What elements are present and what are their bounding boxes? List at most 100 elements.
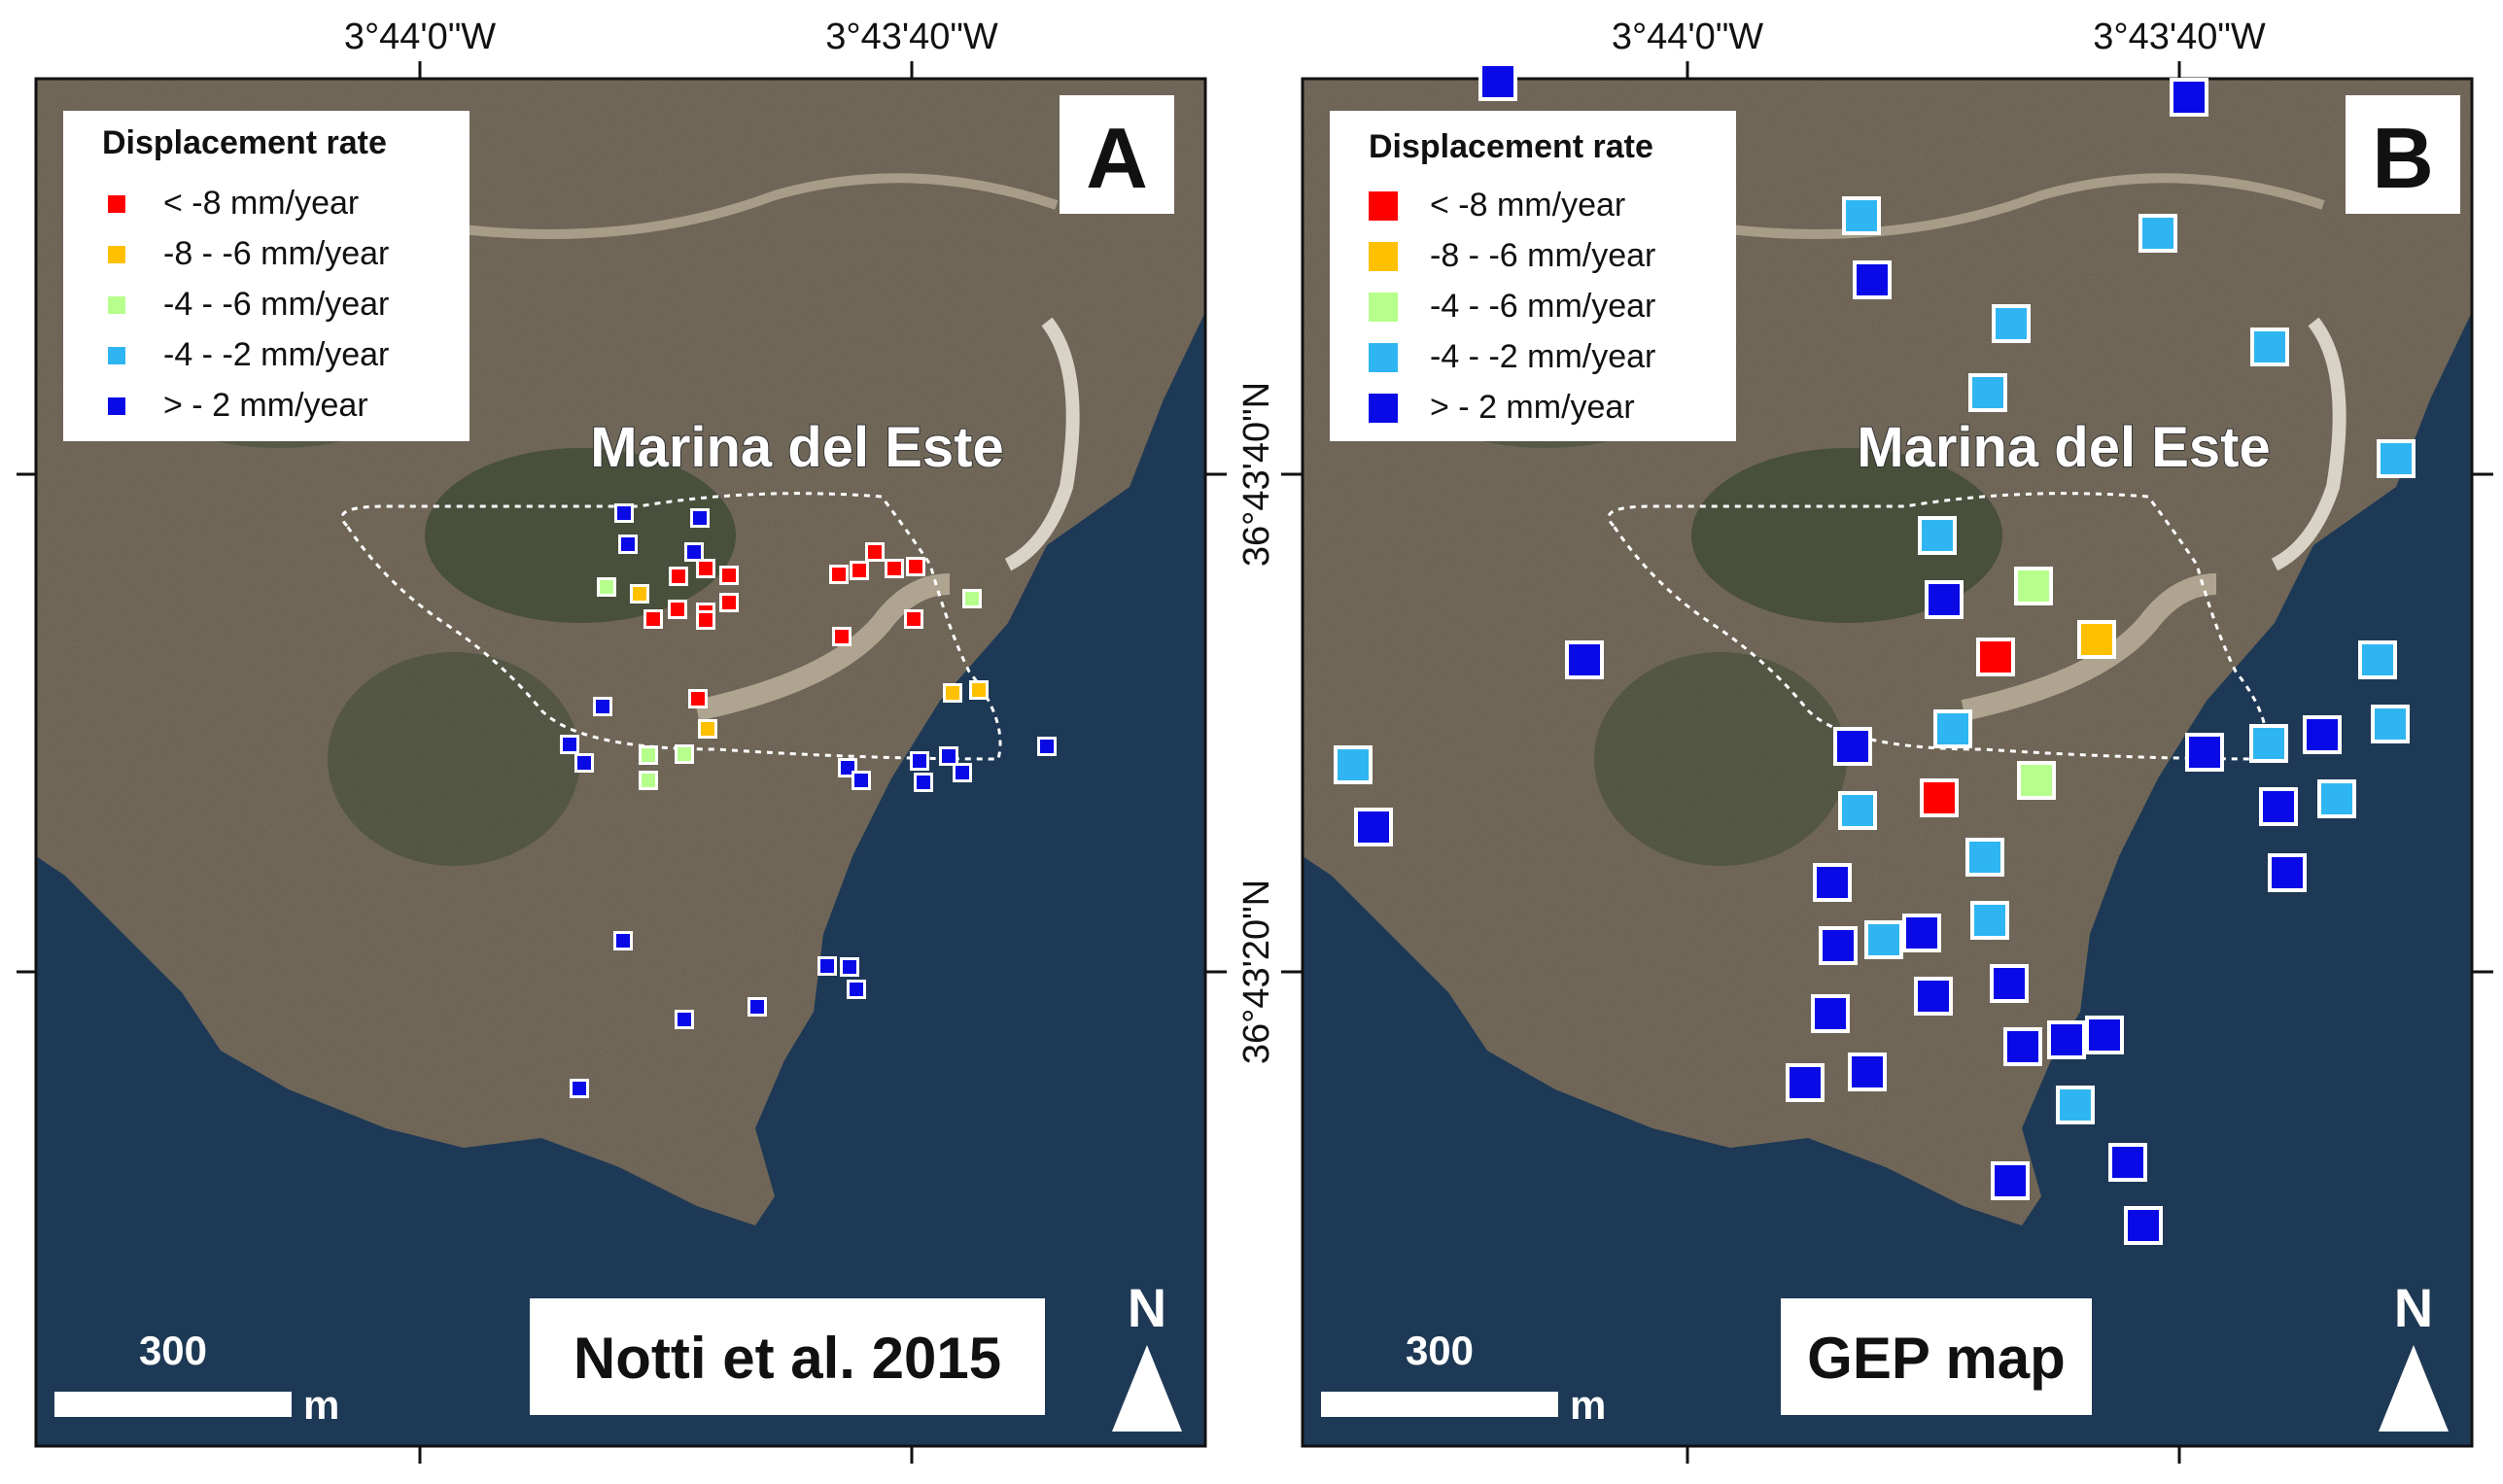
lon-label-left-b: 3°44'0"W (1612, 17, 1763, 57)
measurement-point-blue (817, 956, 837, 976)
measurement-point-blue (953, 763, 972, 782)
source-label-box-a (530, 1298, 1045, 1415)
measurement-point-blue (2085, 1016, 2124, 1054)
measurement-point-blue (1565, 640, 1604, 679)
measurement-point-blue (2259, 787, 2298, 826)
measurement-point-blue (939, 746, 958, 766)
place-label-a: Marina del Este (590, 416, 1003, 479)
source-label-box-b (1781, 1298, 2092, 1415)
measurement-point-lightblue (1992, 304, 2031, 343)
measurement-point-red (668, 600, 687, 619)
measurement-point-blue (2124, 1206, 2163, 1245)
north-arrow-icon-b (2379, 1345, 2449, 1432)
source-label-a: Notti et al. 2015 (574, 1326, 1001, 1391)
measurement-point-lightblue (2317, 779, 2356, 818)
measurement-point-blue (914, 773, 933, 792)
legend-swatch-red (108, 195, 125, 213)
measurement-point-blue (1811, 994, 1850, 1033)
legend-label: -4 - -6 mm/year (1430, 288, 1655, 325)
measurement-point-lightgreen (962, 589, 982, 608)
scale-bar-a: 300 m (54, 1328, 339, 1428)
legend-row-1: < -8 mm/year (1369, 187, 1625, 224)
measurement-point-blue (2170, 78, 2208, 117)
measurement-point-lightblue (1968, 373, 2007, 412)
measurement-point-red (719, 593, 739, 612)
scale-bar-rect-b (1321, 1392, 1558, 1417)
panel-letter-a: A (1086, 110, 1148, 206)
legend-label: -4 - -2 mm/year (1430, 338, 1655, 375)
legend-row-2: -8 - -6 mm/year (108, 235, 389, 272)
measurement-point-blue (2268, 853, 2307, 892)
panel-letter-box-a (1060, 95, 1174, 214)
measurement-point-red (1920, 778, 1959, 817)
measurement-point-orange (2077, 620, 2116, 659)
measurement-point-blue (1813, 863, 1852, 902)
legend-swatch-lightblue (108, 347, 125, 364)
measurement-point-blue (614, 503, 634, 523)
north-label-a: N (1128, 1277, 1166, 1338)
measurement-point-blue (1991, 1161, 2030, 1200)
legend-swatch-blue (1369, 394, 1398, 423)
map-panel-a: Marina del Este Displacement rate < -8 m… (34, 77, 1207, 1448)
legend-row-5: > - 2 mm/year (1369, 389, 1635, 426)
measurement-point-blue (2003, 1027, 2042, 1066)
legend-title-a: Displacement rate (102, 124, 387, 161)
measurement-point-blue (690, 508, 710, 528)
measurement-point-lightblue (1970, 901, 2009, 940)
measurement-point-blue (2047, 1020, 2086, 1059)
measurement-point-blue (2185, 733, 2224, 772)
measurement-point-red (832, 627, 852, 646)
measurement-point-lightblue (2358, 640, 2397, 679)
measurement-point-lightblue (1864, 920, 1903, 959)
legend-a: Displacement rate < -8 mm/year -8 - -6 mm… (63, 111, 469, 441)
measurement-point-lightblue (2377, 439, 2416, 478)
measurement-point-lightblue (1965, 838, 2004, 877)
measurement-point-red (688, 689, 708, 708)
measurement-point-lightblue (1933, 709, 1972, 748)
measurement-point-red (829, 565, 849, 584)
markers-b (1334, 62, 2416, 1245)
legend-label: > - 2 mm/year (1430, 389, 1635, 426)
measurement-point-red (850, 561, 869, 580)
lon-label-right-a: 3°43'40"W (825, 17, 998, 57)
legend-swatch-blue (108, 397, 125, 415)
measurement-point-red (696, 559, 715, 578)
north-arrow-icon-a (1112, 1345, 1182, 1432)
measurement-point-red (904, 609, 923, 629)
measurement-point-red (865, 542, 885, 562)
legend-row-4: -4 - -2 mm/year (1369, 338, 1655, 375)
legend-swatch-orange (108, 246, 125, 263)
legend-label: < -8 mm/year (1430, 187, 1625, 224)
measurement-point-lightblue (2250, 328, 2289, 366)
scale-value-b: 300 (1406, 1328, 1474, 1373)
place-label-b: Marina del Este (1857, 416, 2270, 479)
coordinate-labels: 3°44'0"W 3°43'40"W 3°44'0"W 3°43'40"W 36… (344, 17, 2266, 1064)
measurement-point-orange (698, 719, 717, 739)
measurement-point-blue (1478, 62, 1517, 101)
measurement-point-lightblue (2371, 705, 2410, 743)
measurement-point-lightblue (1918, 516, 1957, 555)
lon-label-right-b: 3°43'40"W (2093, 17, 2266, 57)
scale-unit-a: m (303, 1382, 339, 1428)
measurement-point-red (669, 567, 688, 586)
legend-row-1: < -8 mm/year (108, 185, 359, 222)
panel-letter-box-b (2346, 95, 2460, 214)
legend-label: -8 - -6 mm/year (1430, 237, 1655, 274)
north-arrow-b: N (2379, 1277, 2449, 1432)
legend-row-5: > - 2 mm/year (108, 387, 368, 424)
measurement-point-blue (1925, 580, 1964, 619)
map-panel-b: Marina del Este Displacement rate < -8 m… (1301, 62, 2474, 1448)
legend-row-3: -4 - -6 mm/year (1369, 288, 1655, 325)
measurement-point-blue (1819, 926, 1858, 965)
measurement-point-lightblue (1838, 791, 1877, 830)
legend-box-b (1330, 111, 1736, 441)
legend-label: -4 - -6 mm/year (163, 286, 389, 323)
legend-swatch-lightblue (1369, 343, 1398, 372)
legend-items-a: < -8 mm/year -8 - -6 mm/year -4 - -6 mm/ye… (108, 185, 389, 424)
lat-label-top: 36°43'40"N (1236, 382, 1277, 567)
panel-letter-b: B (2372, 110, 2434, 206)
measurement-point-lightgreen (675, 744, 694, 764)
measurement-point-lightgreen (639, 771, 658, 790)
legend-b: Displacement rate < -8 mm/year -8 - -6 mm… (1330, 111, 1736, 441)
